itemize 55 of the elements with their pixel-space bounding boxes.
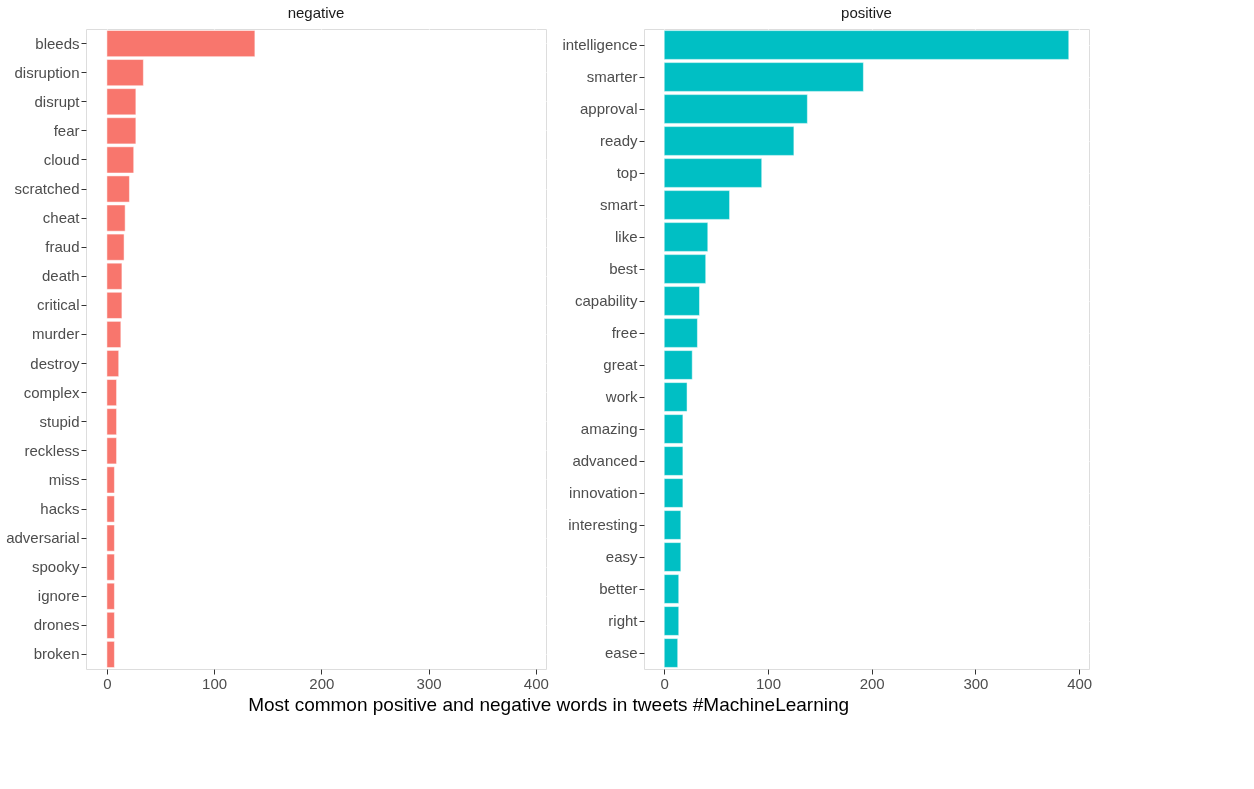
- y-tick-label: top: [616, 164, 638, 181]
- y-tick-label: capability: [574, 292, 638, 309]
- x-tick-label: 0: [103, 674, 112, 692]
- x-tick-label: 100: [755, 674, 781, 692]
- y-tick-label: smart: [600, 196, 639, 213]
- chart-title: negative: [287, 4, 345, 21]
- y-tick-label: intelligence: [562, 36, 638, 53]
- y-tick-label: stupid: [39, 412, 80, 430]
- y-tick-label: right: [608, 612, 639, 629]
- x-tick-label: 400: [523, 674, 549, 692]
- y-tick-label: free: [611, 324, 638, 341]
- y-tick-label: disrupt: [34, 92, 81, 110]
- y-tick-label: amazing: [580, 420, 638, 437]
- x-tick-label: 200: [859, 674, 885, 692]
- y-tick-label: adversarial: [6, 529, 80, 547]
- y-tick-label: spooky: [31, 558, 80, 576]
- y-tick-label: reckless: [24, 441, 80, 459]
- y-tick-label: critical: [36, 296, 80, 314]
- y-tick-label: disruption: [14, 63, 80, 81]
- y-tick-label: scratched: [14, 180, 80, 197]
- y-tick-label: cloud: [43, 150, 80, 168]
- x-tick-label: 300: [963, 674, 989, 692]
- y-tick-label: ease: [604, 644, 638, 661]
- y-tick-label: advanced: [572, 452, 638, 469]
- y-tick-label: miss: [48, 470, 80, 488]
- y-tick-label: like: [614, 228, 638, 245]
- y-tick-label: complex: [23, 383, 80, 401]
- y-tick-label: approval: [579, 100, 638, 117]
- y-tick-label: death: [41, 267, 80, 285]
- x-tick-label: 100: [202, 674, 228, 692]
- y-tick-label: innovation: [569, 484, 638, 501]
- y-tick-label: fraud: [45, 238, 80, 256]
- y-tick-label: ready: [599, 132, 638, 149]
- x-tick-label: 300: [416, 674, 442, 692]
- y-tick-label: great: [603, 356, 639, 373]
- y-tick-label: broken: [33, 645, 80, 663]
- y-tick-label: cheat: [42, 209, 81, 227]
- y-tick-label: destroy: [30, 354, 80, 372]
- y-tick-label: hacks: [40, 500, 80, 517]
- y-tick-label: drones: [33, 616, 80, 634]
- y-tick-label: interesting: [568, 516, 638, 533]
- y-tick-label: easy: [605, 548, 638, 565]
- x-axis-title: Most common positive and negative words in tweets #MachineLearning: [248, 693, 850, 715]
- x-tick-label: 400: [1067, 674, 1093, 692]
- y-tick-label: ignore: [37, 587, 80, 605]
- y-tick-label: fear: [53, 121, 80, 139]
- y-tick-label: smarter: [586, 68, 638, 85]
- y-tick-label: bleeds: [35, 34, 80, 52]
- chart-title: positive: [841, 4, 892, 21]
- y-tick-label: work: [604, 388, 638, 405]
- y-tick-label: murder: [31, 325, 80, 343]
- x-tick-label: 200: [309, 674, 335, 692]
- x-tick-label: 0: [660, 674, 669, 692]
- y-tick-label: best: [609, 260, 639, 277]
- y-tick-label: better: [599, 580, 638, 597]
